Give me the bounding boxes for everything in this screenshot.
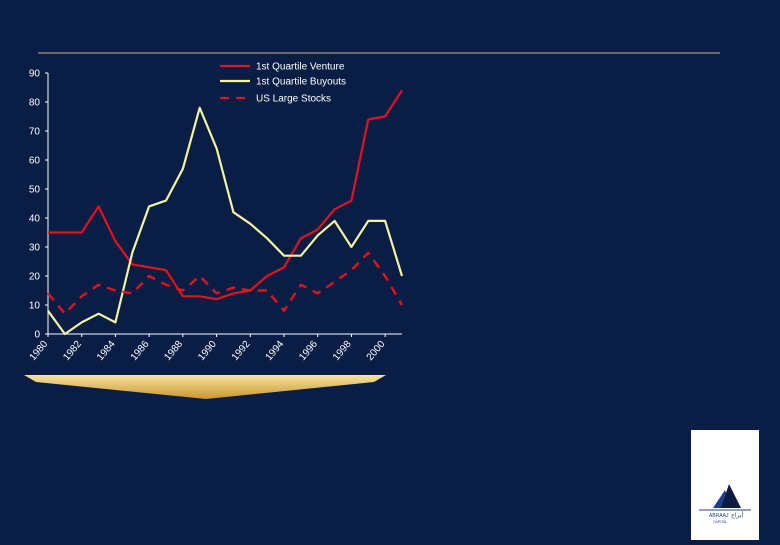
series-line-3 [47, 251, 404, 315]
abraaj-logo-panel: ABRAAJ أبراج CAPITAL [691, 430, 759, 540]
x-tick-label: 1984 [95, 339, 118, 363]
y-tick-label: 80 [29, 98, 41, 109]
x-tick-label: 1990 [196, 339, 219, 363]
y-tick-label: 90 [29, 69, 41, 80]
y-axis-ticks: 0 10 20 30 40 50 60 70 80 90 [29, 69, 48, 341]
x-tick-label: 1982 [61, 339, 84, 363]
y-tick-label: 0 [34, 330, 40, 341]
x-tick-label: 1996 [297, 339, 320, 363]
x-tick-label: 2000 [365, 339, 388, 363]
legend-label-3: US Large Stocks [256, 94, 331, 105]
x-tick-label: 1992 [230, 339, 253, 363]
abraaj-logo-icon: ABRAAJ أبراج CAPITAL [699, 484, 751, 524]
y-tick-label: 50 [29, 185, 41, 196]
legend-label-1: 1st Quartile Venture [256, 62, 345, 73]
legend: 1st Quartile Venture 1st Quartile Buyouts… [220, 62, 346, 105]
legend-label-2: 1st Quartile Buyouts [256, 77, 346, 88]
y-tick-label: 40 [29, 214, 41, 225]
y-tick-label: 70 [29, 127, 41, 138]
y-tick-label: 60 [29, 156, 41, 167]
x-axis-ticks: 1980 1982 1984 1986 1988 1990 1992 1994 1996 1998… [28, 334, 388, 363]
series-line-1 [48, 89, 403, 301]
logo-arabic: أبراج [731, 511, 744, 519]
series-lines [47, 89, 404, 336]
series-line-2 [47, 106, 404, 336]
logo-name: ABRAAJ [709, 513, 729, 519]
x-tick-label: 1986 [129, 339, 152, 363]
chart-axes [47, 73, 402, 335]
x-tick-label: 1988 [162, 339, 185, 363]
y-tick-label: 10 [29, 301, 41, 312]
x-tick-label: 1998 [331, 339, 354, 363]
logo-sub: CAPITAL [713, 520, 727, 524]
x-tick-label: 1994 [264, 339, 287, 363]
y-tick-label: 30 [29, 243, 41, 254]
y-tick-label: 20 [29, 272, 41, 283]
gold-arrow-banner [24, 375, 386, 399]
x-tick-label: 1980 [28, 339, 51, 363]
